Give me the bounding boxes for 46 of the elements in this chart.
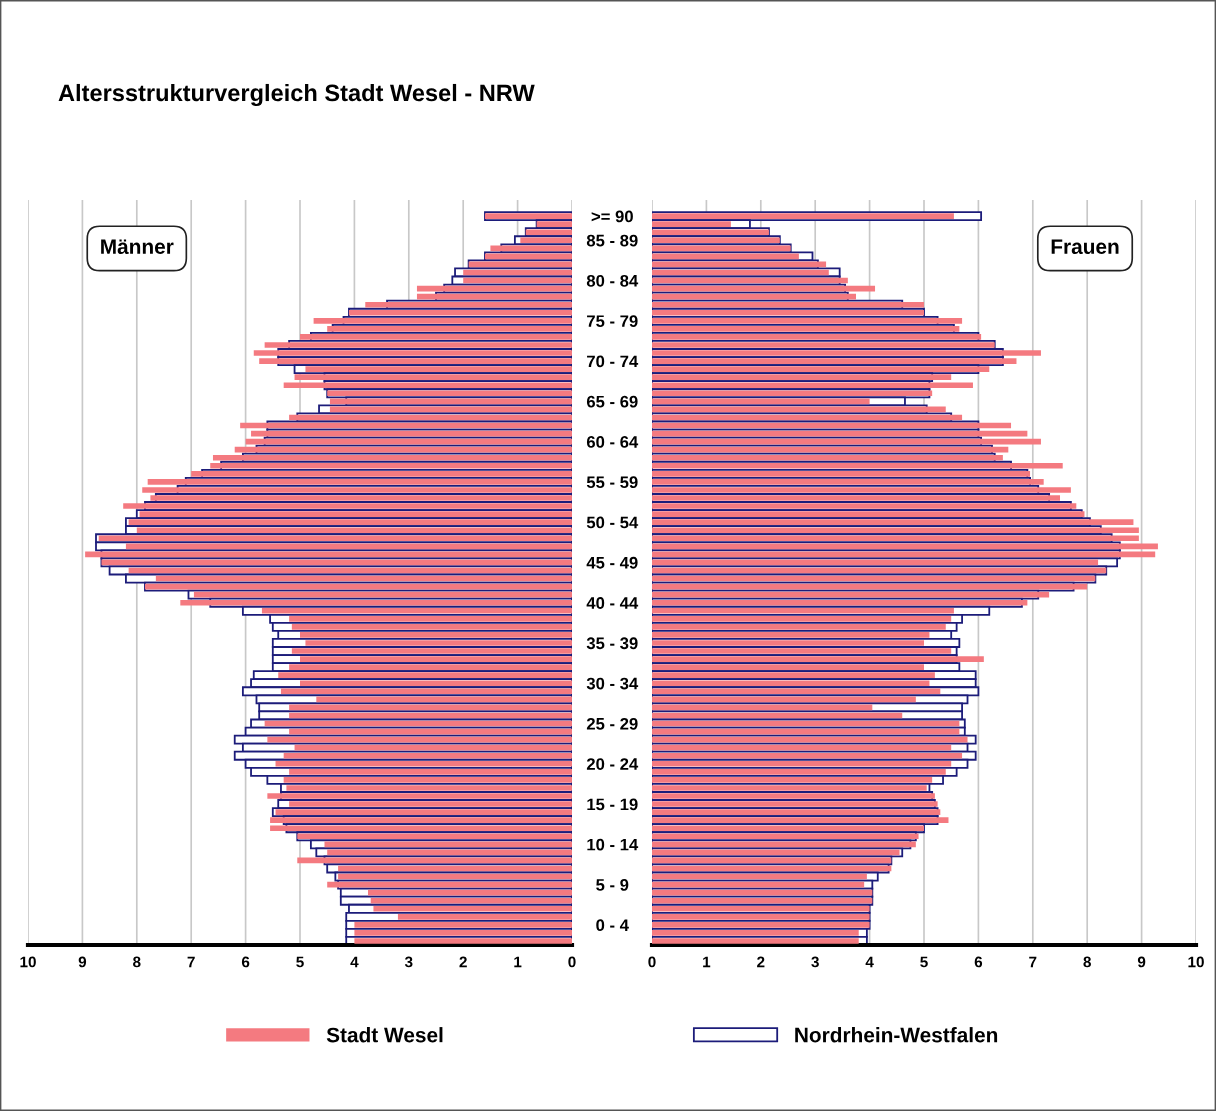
x-tick-label: 7	[187, 956, 195, 968]
chart-title: Altersstrukturvergleich Stadt Wesel - NRW	[58, 83, 535, 107]
y-tick-label: 25 - 29	[586, 717, 638, 730]
x-tick-label: 3	[404, 956, 413, 968]
x-tick-label: 4	[350, 956, 359, 968]
x-tick-label: 10	[20, 956, 36, 968]
y-tick-label: 15 - 19	[587, 798, 638, 811]
y-tick-label: 50 - 54	[586, 516, 639, 529]
x-tick-label: 1	[514, 956, 522, 968]
x-tick-label: 0	[648, 956, 656, 968]
x-tick-label: 10	[1188, 956, 1204, 968]
x-tick-label: 5	[296, 956, 304, 968]
annotation: Männer	[101, 239, 174, 255]
y-tick-label: 30 - 34	[586, 677, 639, 690]
legend-label: Stadt Wesel	[326, 1027, 443, 1043]
x-tick-label: 4	[865, 956, 874, 968]
x-tick-label: 6	[974, 956, 983, 968]
x-tick-label: 1	[703, 956, 711, 968]
annotation: Frauen	[1051, 239, 1119, 255]
x-tick-label: 5	[920, 956, 928, 968]
y-tick-label: 20 - 24	[586, 758, 639, 770]
y-tick-label: 35 - 39	[586, 637, 638, 650]
x-tick-label: 6	[241, 956, 250, 968]
x-tick-label: 3	[811, 956, 819, 968]
y-tick-label: 80 - 84	[586, 274, 639, 287]
x-tick-label: 8	[133, 956, 141, 968]
y-tick-label: 45 - 49	[586, 556, 638, 569]
y-tick-label: 65 - 69	[586, 395, 638, 408]
y-tick-label: 70 - 74	[587, 355, 639, 368]
x-tick-label: 2	[459, 956, 467, 968]
y-tick-label: 85 - 89	[586, 234, 638, 247]
x-tick-label: 2	[757, 956, 765, 968]
y-tick-label: >= 90	[591, 210, 633, 223]
y-tick-label: 10 - 14	[587, 838, 639, 851]
x-tick-label: 0	[568, 956, 576, 968]
y-tick-label: 60 - 64	[586, 436, 639, 448]
y-tick-label: 55 - 59	[586, 476, 638, 489]
x-tick-label: 8	[1083, 956, 1091, 968]
y-tick-label: 75 - 79	[587, 315, 638, 328]
y-tick-label: 5 - 9	[596, 879, 629, 891]
x-tick-label: 9	[1137, 956, 1146, 968]
y-tick-label: 0 - 4	[596, 919, 629, 932]
y-tick-label: 40 - 44	[586, 597, 639, 609]
x-tick-label: 9	[78, 956, 87, 968]
legend-label: Nordrhein-Westfalen	[795, 1027, 998, 1043]
x-tick-label: 7	[1029, 956, 1037, 968]
